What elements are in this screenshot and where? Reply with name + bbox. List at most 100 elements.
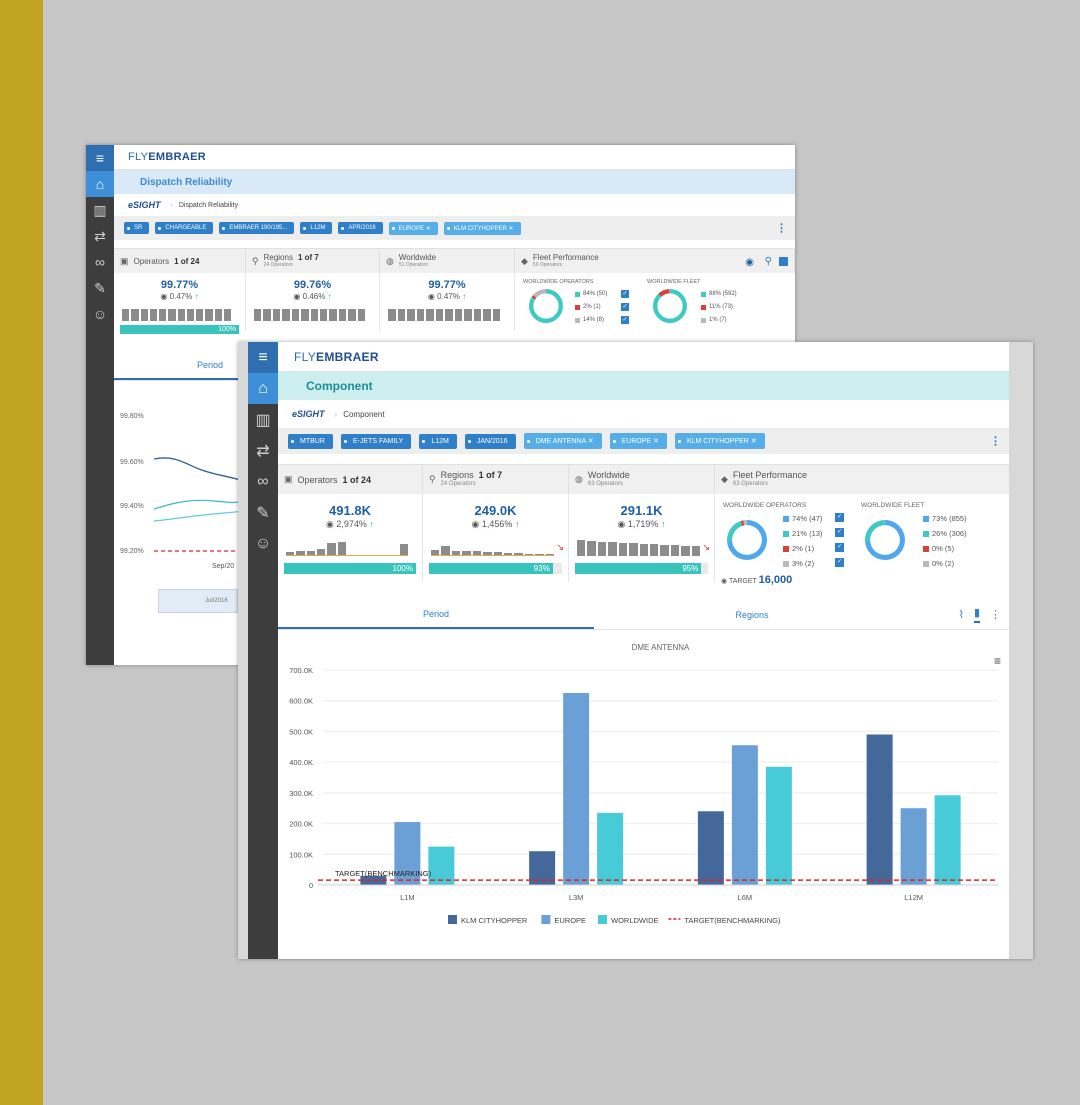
breadcrumb: eSIGHT › Component — [292, 409, 385, 419]
legend-label: KLM CITYHOPPER — [461, 916, 528, 925]
esight-logo[interactable]: eSIGHT — [128, 200, 161, 210]
chart-tools: ⌇ ▮ ⋮ — [959, 600, 1001, 629]
top-bar: FLYEMBRAER — [114, 145, 795, 170]
line-chart-series — [154, 457, 244, 552]
wrench-icon[interactable]: ✎ — [256, 504, 270, 522]
user-icon[interactable]: ☺ — [254, 534, 272, 552]
filter-chip-operator[interactable]: KLM CITYHOPPER ✕ — [674, 433, 765, 449]
mini-bar-chart — [122, 309, 231, 321]
regions-kpi[interactable]: 249.0K ◉ 1,456% ↑ ↘ 93% — [423, 494, 569, 582]
legend-label: EUROPE — [554, 916, 586, 925]
regions-header[interactable]: ⚲ Regions 1 of 7 24 Operators — [423, 465, 569, 494]
worldwide-kpi[interactable]: 291.1K ◉ 1,719% ↑ ↘ 95% — [569, 494, 715, 582]
mini-bar-chart — [286, 540, 408, 556]
more-options-icon[interactable]: ⋮ — [990, 435, 1001, 448]
flyembraer-logo[interactable]: FLYEMBRAER — [294, 349, 379, 364]
checkbox-icon[interactable]: ✓ — [835, 558, 844, 567]
filter-chip[interactable]: MTBUR — [288, 433, 333, 449]
filter-chip[interactable]: E-JETS FAMILY — [340, 433, 412, 449]
y-tick-label: 300.0K — [289, 789, 313, 798]
home-icon[interactable]: ⌂ — [86, 171, 114, 197]
pin-toggle-icon[interactable]: ⚲ — [764, 256, 772, 267]
checkbox-icon[interactable]: ✓ — [835, 528, 844, 537]
regions-header[interactable]: ⚲ Regions 1 of 7 24 Operators — [246, 249, 380, 273]
menu-icon[interactable]: ≡ — [86, 145, 114, 171]
checkbox-icon[interactable]: ✓ — [835, 513, 844, 522]
filter-chip[interactable]: EMBRAER 190/195... — [219, 222, 295, 234]
x-tick-label: L1M — [400, 893, 415, 902]
operators-donut-chart[interactable] — [727, 520, 767, 560]
y-tick-label: 99.20% — [120, 548, 144, 555]
buildings-icon[interactable]: ▥ — [255, 411, 271, 429]
filter-chip[interactable]: APR/2016 — [338, 222, 383, 234]
line-chart-icon[interactable]: ⌇ — [958, 609, 964, 621]
filter-chip-region[interactable]: EUROPE ✕ — [388, 221, 438, 235]
filter-chip[interactable]: CHARGEABLE — [155, 222, 214, 234]
y-tick-label: 0 — [309, 881, 313, 890]
buildings-icon[interactable]: ▥ — [93, 201, 107, 218]
operators-donut-chart[interactable] — [529, 289, 563, 323]
change-icon: ◉ — [160, 292, 168, 301]
link-icon[interactable]: ∞ — [257, 472, 269, 490]
fleet-donut-chart[interactable] — [865, 520, 905, 560]
worldwide-header[interactable]: ◍ Worldwide 51 Operators — [380, 249, 515, 273]
kpi-header: ▣ Operators 1 of 24 ⚲ Regions 1 of 7 24 Opera… — [278, 464, 1009, 494]
bar-worldwide — [934, 795, 961, 885]
checkbox-icon[interactable]: ✓ — [621, 303, 629, 311]
bar-chart-icon[interactable]: ▮ — [973, 606, 980, 623]
more-options-icon[interactable]: ⋮ — [776, 222, 787, 235]
range-navigator[interactable]: Jul/2016 — [158, 589, 238, 613]
filter-chip[interactable]: L12M — [300, 222, 333, 234]
progress-bar: 93% — [429, 563, 562, 574]
kpi-row: 99.77% ◉ 0.47% ↑ 100% 99.76% ◉ 0.46% ↑ 9… — [114, 273, 795, 334]
user-icon[interactable]: ☺ — [92, 306, 108, 322]
operators-kpi[interactable]: 99.77% ◉ 0.47% ↑ 100% — [114, 273, 246, 334]
home-icon[interactable]: ⌂ — [248, 373, 278, 404]
esight-logo[interactable]: eSIGHT — [292, 409, 325, 419]
filter-chip-component[interactable]: DME ANTENNA ✕ — [523, 433, 602, 449]
top-bar: FLYEMBRAER — [278, 342, 1009, 372]
transfer-icon[interactable]: ⇄ — [256, 442, 270, 460]
y-tick-label: 99.40% — [120, 503, 144, 510]
filter-chip[interactable]: L12M — [419, 433, 457, 449]
worldwide-kpi[interactable]: 99.77% ◉ 0.47% ↑ — [380, 273, 515, 331]
y-tick-label: 500.0K — [289, 727, 313, 736]
fleet-header: ◆ Fleet Performance 63 Operators — [721, 470, 807, 488]
menu-icon[interactable]: ≡ — [248, 342, 278, 373]
transfer-icon[interactable]: ⇄ — [94, 227, 106, 244]
chart-menu-icon[interactable]: ≡ — [993, 654, 1001, 668]
kpi-header: ▣ Operators 1 of 24 ⚲ Regions 1 of 7 24 Opera… — [114, 248, 795, 273]
fleet-performance: WORLDWIDE OPERATORS WORLDWIDE FLEET 74% … — [721, 502, 967, 586]
checkbox-icon[interactable]: ✓ — [621, 316, 629, 324]
target-label: TARGET(BENCHMARKING) — [335, 869, 432, 878]
series-line — [154, 457, 244, 482]
filter-chip-region[interactable]: EUROPE ✕ — [609, 433, 667, 449]
flyembraer-logo[interactable]: FLYEMBRAER — [128, 151, 206, 163]
operators-header[interactable]: ▣ Operators 1 of 24 — [278, 465, 423, 494]
filter-chip-operator[interactable]: KLM CITYHOPPER ✕ — [443, 221, 521, 235]
progress-fill: 95% — [575, 563, 702, 574]
checkbox-icon[interactable]: ✓ — [621, 290, 629, 298]
legend-swatch — [448, 915, 457, 924]
fleet-donut-chart[interactable] — [653, 289, 687, 323]
more-options-icon[interactable]: ⋮ — [990, 609, 1001, 621]
worldwide-header[interactable]: ◍ Worldwide 63 Operators — [569, 465, 715, 494]
wrench-icon[interactable]: ✎ — [94, 279, 106, 296]
x-tick-label: L12M — [904, 893, 923, 902]
checkbox-icon[interactable]: ✓ — [835, 543, 844, 552]
link-icon[interactable]: ∞ — [95, 254, 105, 270]
globe-toggle-icon[interactable]: ◉ — [745, 257, 754, 268]
bar-worldwide — [428, 846, 455, 885]
tab-period[interactable]: Period — [278, 600, 594, 629]
regions-kpi[interactable]: 99.76% ◉ 0.46% ↑ — [246, 273, 380, 331]
operators-kpi[interactable]: 491.8K ◉ 2,974% ↑ 100% — [278, 494, 423, 582]
location-pin-icon: ⚲ — [252, 255, 259, 266]
legend-label: WORLDWIDE — [611, 916, 659, 925]
trend-down-icon: ↘ — [556, 542, 564, 552]
filter-chip[interactable]: SR — [124, 222, 150, 234]
filter-chip[interactable]: JAN/2016 — [464, 433, 516, 449]
operators-header[interactable]: ▣ Operators 1 of 24 — [114, 249, 246, 273]
tab-period[interactable]: Period — [114, 351, 306, 380]
tab-regions[interactable]: Regions — [735, 609, 769, 620]
operator-toggle-icon[interactable] — [779, 257, 788, 266]
